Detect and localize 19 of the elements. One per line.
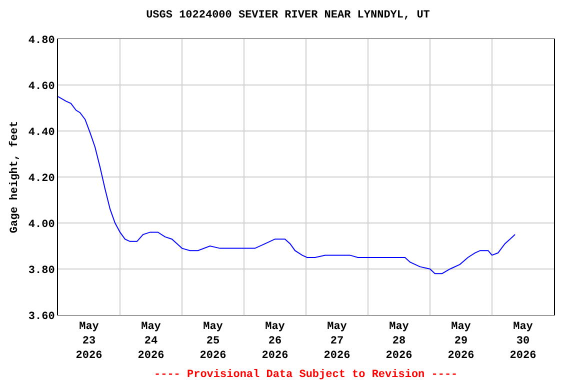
y-tick-label: 4.60 xyxy=(28,80,55,93)
y-tick-label: 4.80 xyxy=(28,34,55,47)
line-series xyxy=(58,96,516,274)
y-tick-label: 3.80 xyxy=(28,264,55,277)
x-tick-label: May 30 2026 xyxy=(510,321,536,362)
y-tick-label: 3.60 xyxy=(28,310,55,323)
y-tick-label: 4.20 xyxy=(28,172,55,185)
x-tick-label: May 23 2026 xyxy=(76,321,102,362)
y-axis-title: Gage height, feet xyxy=(8,120,22,234)
x-tick-label: May 29 2026 xyxy=(448,321,474,362)
chart-title: USGS 10224000 SEVIER RIVER NEAR LYNNDYL, UT xyxy=(146,9,430,22)
y-tick-label: 4.00 xyxy=(28,218,55,231)
x-tick-label: May 27 2026 xyxy=(324,321,350,362)
x-tick-label: May 28 2026 xyxy=(386,321,412,362)
x-tick-label: May 26 2026 xyxy=(262,321,288,362)
x-tick-label: May 25 2026 xyxy=(200,321,226,362)
y-tick-label: 4.40 xyxy=(28,126,55,139)
x-tick-label: May 24 2026 xyxy=(138,321,164,362)
text: ---- Provisional Data Subject to Revision ---- xyxy=(154,369,458,381)
